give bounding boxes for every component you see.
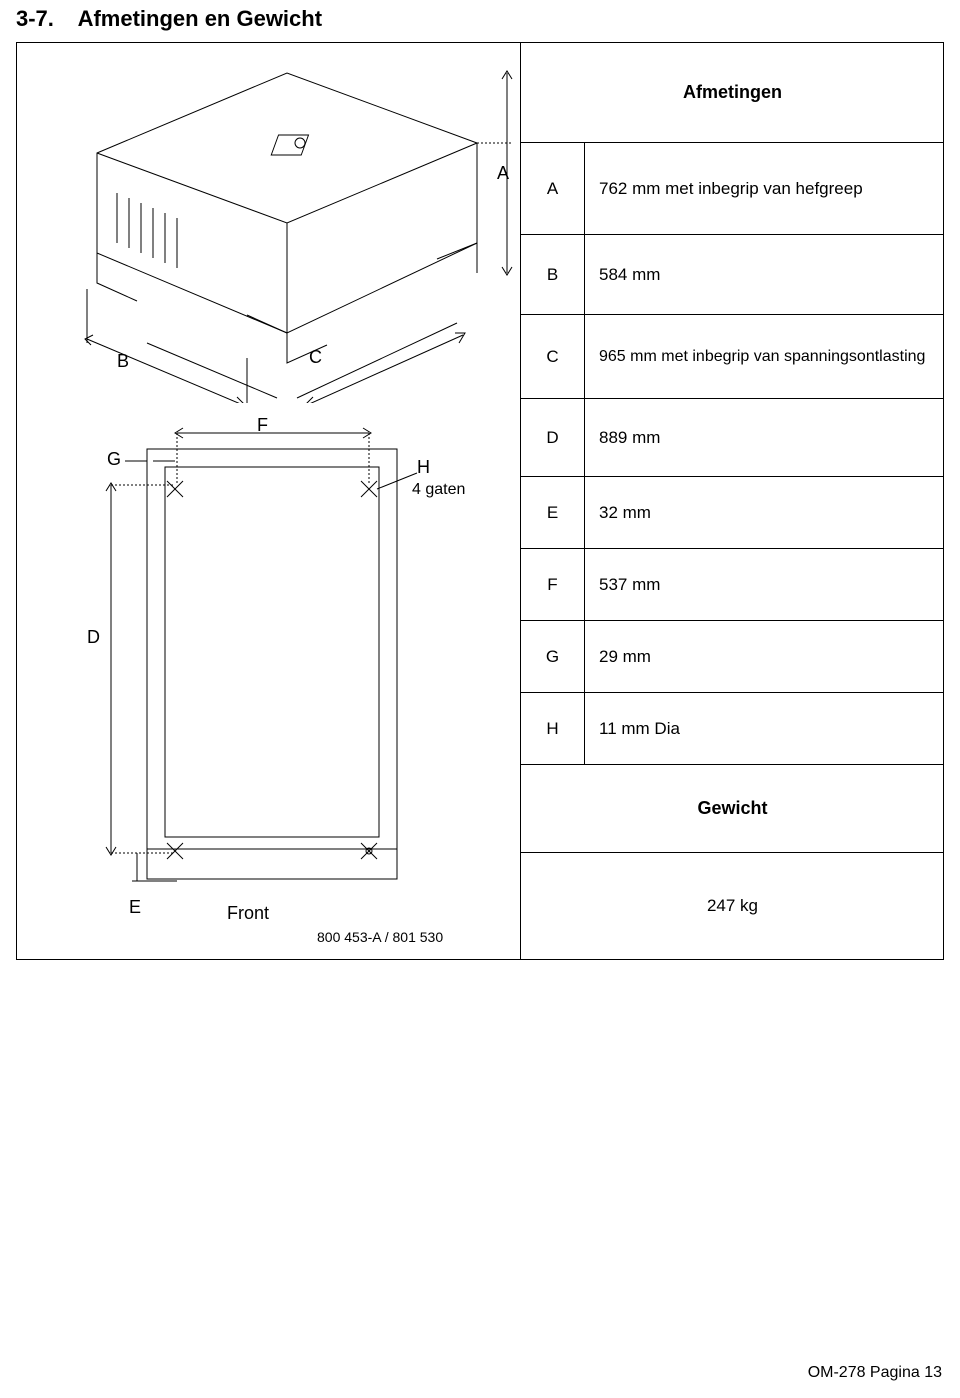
table-value: 11 mm Dia <box>585 693 944 764</box>
table-key: B <box>521 235 585 314</box>
isometric-drawing <box>17 43 521 403</box>
figure-ref: 800 453-A / 801 530 <box>317 929 443 945</box>
plan-label-g: G <box>107 449 121 470</box>
content-frame: A B C <box>16 42 944 960</box>
plan-label-e: E <box>129 897 141 918</box>
weight-value: 247 kg <box>707 896 758 916</box>
table-row: A 762 mm met inbegrip van hefgreep <box>521 143 944 235</box>
dimensions-table: Afmetingen A 762 mm met inbegrip van hef… <box>521 43 944 959</box>
weight-title: Gewicht <box>697 798 767 819</box>
table-key: H <box>521 693 585 764</box>
plan-label-d: D <box>87 627 100 648</box>
plan-label-f: F <box>257 415 268 436</box>
iso-label-b: B <box>117 351 129 372</box>
table-value: 965 mm met inbegrip van spanningsontlast… <box>585 315 944 398</box>
table-key: C <box>521 315 585 398</box>
page-footer: OM-278 Pagina 13 <box>808 1364 942 1382</box>
weight-value-row: 247 kg <box>521 853 944 959</box>
table-value: 889 mm <box>585 399 944 476</box>
iso-label-a: A <box>497 163 509 184</box>
table-row: G 29 mm <box>521 621 944 693</box>
table-value: 537 mm <box>585 549 944 620</box>
table-key: F <box>521 549 585 620</box>
section-number: 3-7. <box>16 6 54 31</box>
table-value: 762 mm met inbegrip van hefgreep <box>585 143 944 234</box>
table-row: F 537 mm <box>521 549 944 621</box>
table-row: H 11 mm Dia <box>521 693 944 765</box>
table-key: G <box>521 621 585 692</box>
table-row: E 32 mm <box>521 477 944 549</box>
weight-title-row: Gewicht <box>521 765 944 853</box>
table-value: 32 mm <box>585 477 944 548</box>
table-key: A <box>521 143 585 234</box>
table-row: B 584 mm <box>521 235 944 315</box>
table-key: E <box>521 477 585 548</box>
table-title: Afmetingen <box>521 43 944 143</box>
table-row: D 889 mm <box>521 399 944 477</box>
section-title-text: Afmetingen en Gewicht <box>78 6 322 31</box>
table-key: D <box>521 399 585 476</box>
table-value: 584 mm <box>585 235 944 314</box>
figure-panel: A B C <box>17 43 521 959</box>
iso-label-c: C <box>309 347 322 368</box>
plan-label-h: H <box>417 457 430 478</box>
holes-label: 4 gaten <box>412 481 465 499</box>
front-label: Front <box>227 903 269 924</box>
table-value: 29 mm <box>585 621 944 692</box>
table-row: C 965 mm met inbegrip van spanningsontla… <box>521 315 944 399</box>
section-heading: 3-7. Afmetingen en Gewicht <box>16 6 322 32</box>
